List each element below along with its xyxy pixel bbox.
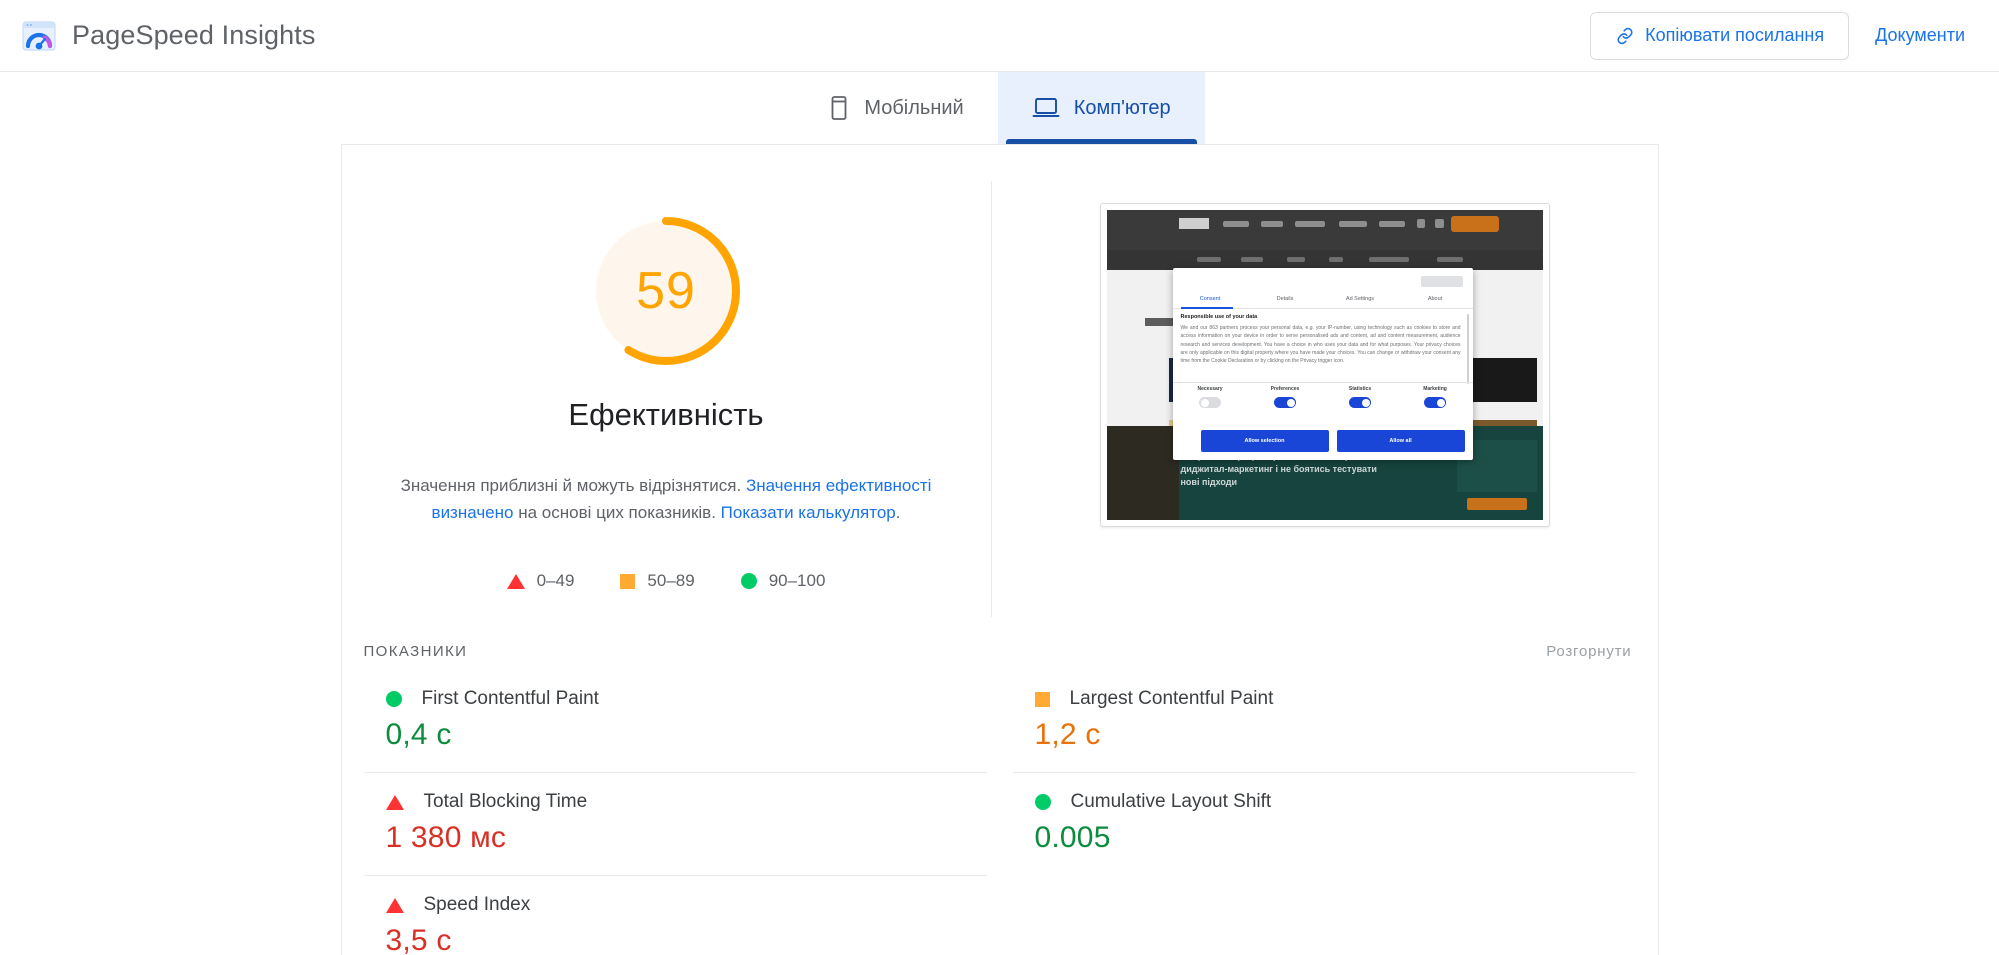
final-screenshot: Історія співпраці Netpeak та OLX. Як роз…	[1099, 203, 1550, 527]
legend-item: 50–89	[620, 571, 695, 591]
desktop-icon	[1032, 96, 1060, 120]
performance-gauge: 59	[586, 211, 746, 371]
report-card: 59 Ефективність Значення приблизні й мож…	[340, 144, 1659, 955]
metric-value: 0,4 с	[385, 718, 452, 752]
legend-label: 50–89	[647, 571, 695, 591]
metric-speed-index[interactable]: Speed Index 3,5 с	[364, 876, 987, 955]
summary-text: .	[895, 502, 901, 522]
metric-label: Speed Index	[423, 894, 531, 916]
circle-icon	[740, 573, 757, 590]
metric-label: Largest Contentful Paint	[1069, 688, 1274, 710]
legend-label: 0–49	[536, 571, 575, 591]
header-actions: Копіювати посилання Документи	[1590, 11, 1973, 60]
cookie-tab-ad-settings: Ad Settings	[1345, 296, 1375, 302]
tab-mobile-label: Мобільний	[864, 96, 964, 119]
category-title: Ефективність	[568, 397, 764, 432]
allow-all-button: Allow all	[1336, 430, 1465, 452]
copy-link-button[interactable]: Копіювати посилання	[1590, 11, 1850, 60]
mobile-icon	[828, 95, 850, 121]
metric-first-contentful-paint[interactable]: First Contentful Paint 0,4 с	[363, 670, 987, 774]
summary-text: Значення приблизні й можуть відрізнятися…	[400, 475, 746, 495]
summary-section: 59 Ефективність Значення приблизні й мож…	[342, 145, 1658, 618]
legend-item: 0–49	[506, 571, 575, 591]
metric-total-blocking-time[interactable]: Total Blocking Time 1 380 мс	[363, 773, 987, 877]
pagespeed-logo-icon	[22, 19, 56, 53]
metrics-grid: First Contentful Paint 0,4 с Largest Con…	[342, 670, 1658, 955]
score-column: 59 Ефективність Значення приблизні й мож…	[342, 181, 992, 618]
cookie-consent-dialog: Consent Details Ad Settings About Respon…	[1172, 268, 1473, 460]
screenshot-column: Історія співпраці Netpeak та OLX. Як роз…	[992, 181, 1658, 527]
square-icon	[620, 573, 636, 589]
cookie-tab-details: Details	[1276, 296, 1294, 302]
square-icon	[1034, 691, 1050, 707]
form-factor-tabs: Мобільний Комп'ютер	[0, 72, 1999, 144]
toggle-switch	[1199, 397, 1221, 408]
brand: PageSpeed Insights	[22, 19, 315, 53]
tab-desktop-label: Комп'ютер	[1073, 96, 1171, 119]
site-logo	[1178, 218, 1209, 229]
triangle-icon	[385, 897, 404, 913]
triangle-icon	[385, 794, 404, 810]
metric-cumulative-layout-shift[interactable]: Cumulative Layout Shift 0.005	[1013, 773, 1636, 876]
circle-icon	[385, 691, 402, 708]
cookie-toggle-statistics: Statistics	[1323, 386, 1398, 426]
toggle-switch	[1274, 397, 1296, 408]
cookie-tab-consent: Consent	[1199, 296, 1221, 302]
metric-label: Total Blocking Time	[423, 791, 588, 813]
metric-largest-contentful-paint[interactable]: Largest Contentful Paint 1,2 с	[1012, 670, 1636, 774]
triangle-icon	[506, 573, 525, 589]
cookiebot-logo	[1420, 276, 1463, 287]
tab-mobile[interactable]: Мобільний	[794, 72, 997, 144]
metric-placeholder	[1013, 876, 1636, 955]
summary-description: Значення приблизні й можуть відрізнятися…	[386, 472, 946, 526]
allow-selection-button: Allow selection	[1200, 430, 1329, 452]
legend-item: 90–100	[740, 571, 826, 591]
cookie-toggle-preferences: Preferences	[1248, 386, 1323, 426]
metrics-title: ПОКАЗНИКИ	[363, 643, 468, 661]
docs-link[interactable]: Документи	[1875, 25, 1965, 45]
cookie-dialog-heading: Responsible use of your data	[1180, 314, 1258, 320]
expand-metrics-button[interactable]: Розгорнути	[1546, 643, 1632, 661]
metric-value: 1 380 мс	[385, 821, 507, 855]
summary-text: на основі цих показників.	[513, 502, 721, 522]
toggle-switch	[1424, 397, 1446, 408]
cookie-toggle-marketing: Marketing	[1398, 386, 1473, 426]
tab-desktop[interactable]: Комп'ютер	[997, 72, 1205, 144]
cookie-dialog-body: We and our 863 partners process your per…	[1180, 325, 1461, 364]
toggle-switch	[1349, 397, 1371, 408]
summary-link[interactable]: Показати калькулятор	[720, 502, 896, 522]
metric-value: 3,5 с	[385, 924, 452, 955]
circle-icon	[1034, 794, 1051, 811]
metric-value: 0.005	[1034, 821, 1111, 855]
link-icon	[1615, 26, 1635, 46]
app-header: PageSpeed Insights Копіювати посилання Д…	[0, 0, 1999, 72]
score-value: 59	[636, 262, 696, 320]
score-legend: 0–49 50–89 90–100	[506, 571, 826, 591]
legend-label: 90–100	[768, 571, 826, 591]
cookie-toggle-necessary: Necessary	[1173, 386, 1248, 426]
metric-value: 1,2 с	[1034, 718, 1101, 752]
summary-link[interactable]: Значення ефективності визначено	[431, 475, 932, 522]
cookie-tab-about: About	[1427, 296, 1443, 302]
metric-label: Cumulative Layout Shift	[1070, 791, 1272, 813]
copy-link-label: Копіювати посилання	[1645, 25, 1825, 45]
metrics-header: ПОКАЗНИКИ Розгорнути	[342, 617, 1658, 670]
page-title: PageSpeed Insights	[72, 20, 316, 50]
metric-label: First Contentful Paint	[421, 688, 599, 710]
